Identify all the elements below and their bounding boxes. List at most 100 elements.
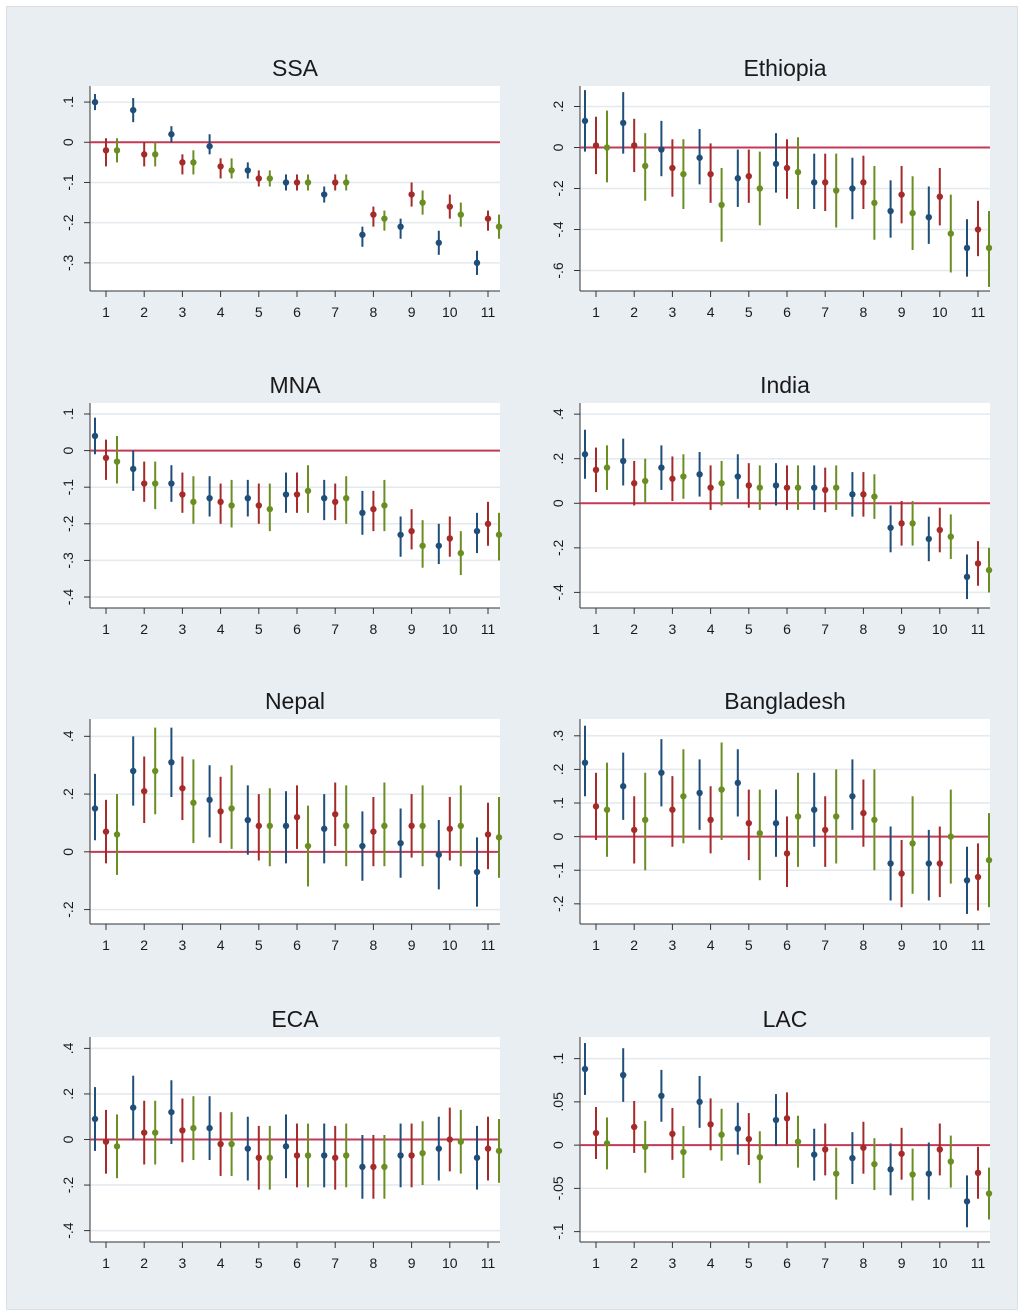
x-tick-label: 7 — [821, 621, 829, 637]
point-estimate-series-2 — [484, 831, 492, 838]
x-tick-label: 10 — [442, 621, 458, 637]
point-estimate-series-2 — [293, 179, 301, 186]
point-estimate-series-3 — [152, 151, 159, 158]
point-estimate-series-1 — [397, 531, 404, 538]
x-tick-label: 2 — [630, 937, 638, 953]
point-estimate-series-2 — [898, 1150, 905, 1157]
point-estimate-series-2 — [783, 164, 791, 172]
point-estimate-series-1 — [696, 789, 703, 797]
x-tick-label: 1 — [102, 304, 110, 320]
point-estimate-series-1 — [473, 868, 481, 876]
x-tick-label: 8 — [860, 621, 868, 637]
x-tick-label: 4 — [707, 304, 715, 320]
x-tick-label: 7 — [331, 1255, 339, 1271]
point-estimate-series-3 — [947, 533, 954, 540]
point-estimate-series-2 — [745, 819, 752, 827]
point-estimate-series-3 — [871, 493, 878, 500]
point-estimate-series-2 — [293, 491, 301, 498]
point-estimate-series-1 — [91, 432, 99, 440]
panel-india: India .4 .2 0 -.2 -.4 1 2 3 4 5 6 7 8 9 10 11 — [550, 372, 993, 637]
x-tick-label: 1 — [102, 937, 110, 953]
point-estimate-series-2 — [592, 142, 600, 149]
point-estimate-series-1 — [321, 1152, 328, 1159]
point-estimate-series-1 — [620, 119, 627, 127]
x-tick-label: 10 — [932, 1255, 948, 1271]
x-tick-label: 2 — [630, 304, 638, 320]
x-tick-label: 1 — [592, 621, 600, 637]
x-tick-label: 3 — [179, 304, 187, 320]
point-estimate-series-3 — [680, 1148, 687, 1156]
point-estimate-series-2 — [745, 1135, 752, 1143]
point-estimate-series-1 — [244, 816, 251, 824]
point-estimate-series-1 — [581, 117, 589, 125]
point-estimate-series-1 — [734, 1125, 741, 1132]
point-estimate-series-1 — [168, 480, 175, 487]
point-estimate-series-2 — [332, 811, 339, 818]
point-estimate-series-2 — [102, 828, 110, 835]
point-estimate-series-1 — [321, 825, 328, 832]
point-estimate-series-3 — [190, 799, 197, 806]
x-tick-label: 3 — [669, 937, 677, 953]
point-estimate-series-3 — [228, 805, 235, 812]
y-tick-label: -.2 — [550, 180, 566, 197]
x-tick-label: 5 — [745, 304, 753, 320]
x-tick-label: 6 — [293, 304, 301, 320]
point-estimate-series-2 — [332, 179, 339, 186]
x-tick-label: 6 — [293, 621, 301, 637]
x-tick-label: 4 — [217, 621, 225, 637]
point-estimate-series-3 — [794, 168, 802, 176]
y-tick-label: .3 — [550, 730, 566, 742]
point-estimate-series-1 — [849, 185, 856, 192]
point-estimate-series-3 — [603, 144, 611, 151]
panel-title: Bangladesh — [724, 688, 846, 714]
point-estimate-series-2 — [783, 1115, 791, 1122]
point-estimate-series-2 — [898, 870, 905, 877]
x-tick-label: 6 — [783, 1255, 791, 1271]
x-tick-label: 4 — [707, 937, 715, 953]
point-estimate-series-2 — [822, 1146, 829, 1153]
point-estimate-series-2 — [631, 1123, 638, 1131]
point-estimate-series-1 — [811, 484, 818, 491]
point-estimate-series-1 — [849, 1154, 856, 1162]
point-estimate-series-1 — [359, 1163, 366, 1171]
x-tick-label: 5 — [255, 937, 263, 953]
point-estimate-series-2 — [484, 1145, 492, 1152]
plot-area — [580, 1037, 990, 1242]
point-estimate-series-3 — [909, 520, 916, 527]
point-estimate-series-2 — [898, 191, 905, 198]
point-estimate-series-1 — [91, 805, 99, 812]
point-estimate-series-1 — [620, 457, 627, 465]
point-estimate-series-2 — [936, 526, 943, 534]
y-tick-label: .1 — [550, 1053, 566, 1065]
point-estimate-series-1 — [359, 231, 366, 238]
x-tick-label: 1 — [102, 1255, 110, 1271]
x-tick-label: 8 — [370, 1255, 378, 1271]
x-tick-label: 7 — [821, 937, 829, 953]
point-estimate-series-2 — [293, 1152, 301, 1159]
x-tick-label: 6 — [783, 621, 791, 637]
point-estimate-series-3 — [756, 484, 763, 491]
point-estimate-series-2 — [974, 1169, 982, 1177]
point-estimate-series-3 — [457, 1138, 464, 1145]
point-estimate-series-3 — [794, 484, 802, 491]
point-estimate-series-1 — [473, 1154, 481, 1161]
x-tick-label: 8 — [860, 937, 868, 953]
panel-title: Ethiopia — [743, 55, 826, 81]
y-tick-label: .4 — [550, 408, 566, 420]
point-estimate-series-2 — [217, 498, 224, 506]
x-tick-label: 8 — [370, 937, 378, 953]
point-estimate-series-3 — [228, 502, 235, 509]
point-estimate-series-1 — [435, 851, 442, 858]
point-estimate-series-2 — [255, 1154, 262, 1161]
x-tick-label: 11 — [481, 621, 496, 637]
plot-area — [580, 719, 990, 924]
point-estimate-series-1 — [473, 259, 481, 267]
point-estimate-series-2 — [102, 454, 110, 462]
point-estimate-series-1 — [925, 535, 932, 543]
point-estimate-series-1 — [963, 244, 971, 252]
point-estimate-series-2 — [293, 813, 301, 821]
point-estimate-series-3 — [833, 187, 840, 194]
point-estimate-series-1 — [435, 239, 442, 246]
panel-eca: ECA .4 .2 0 -.2 -.4 1 2 3 4 5 6 7 8 9 10 11 — [60, 1006, 503, 1271]
point-estimate-series-2 — [255, 502, 262, 509]
